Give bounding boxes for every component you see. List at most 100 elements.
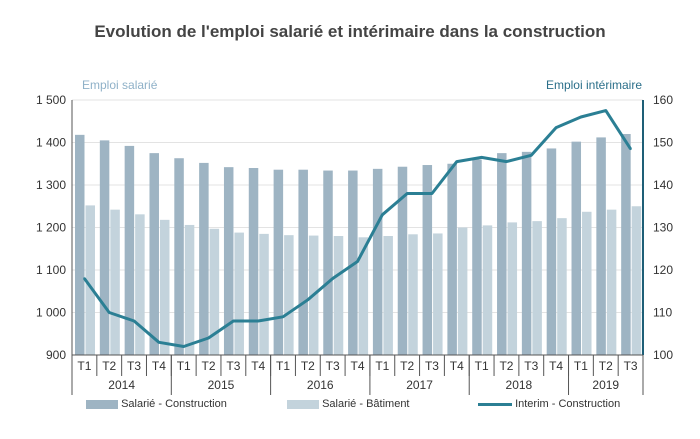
point-interim (331, 277, 334, 280)
x-tick-label: T3 (127, 359, 141, 373)
y-left-tick-label: 1 500 (36, 93, 66, 107)
point-interim (132, 319, 136, 323)
point-interim (281, 315, 285, 318)
x-tick-label: T2 (301, 359, 315, 373)
x-tick-label: T4 (450, 359, 464, 373)
bar-batiment (532, 221, 542, 355)
bar-batiment (408, 234, 418, 355)
bar-batiment (582, 211, 592, 355)
bar-batiment (383, 236, 393, 355)
point-interim (157, 341, 161, 344)
bar-batiment (433, 233, 443, 355)
y-left-tick-label: 1 000 (36, 306, 66, 320)
point-interim (579, 115, 583, 119)
y-right-tick-label: 150 (653, 136, 673, 150)
y-right-tick-label: 120 (653, 263, 673, 277)
bar-batiment (507, 222, 518, 355)
interim-line (83, 109, 632, 348)
x-tick-label: T1 (574, 359, 588, 373)
point-interim (182, 345, 185, 348)
point-interim (83, 277, 86, 280)
legend-label-construction: Salarié - Construction (121, 398, 227, 410)
point-interim (604, 109, 607, 112)
x-tick-label: T2 (599, 359, 613, 373)
x-tick-label: T1 (475, 359, 489, 373)
axes: 900 1 000 1 100 1 200 1 300 1 400 1 500 100 110 1… (36, 93, 673, 395)
bar-construction (149, 153, 159, 355)
year-label: 2015 (208, 378, 235, 392)
bar-batiment (209, 228, 220, 355)
bar-batiment (606, 209, 617, 355)
bar-batiment (631, 206, 642, 355)
bar-batiment (284, 235, 294, 355)
bar-construction (124, 145, 135, 355)
bars (75, 134, 642, 355)
bar-construction (75, 134, 85, 355)
bar-batiment (482, 225, 493, 355)
bar-batiment (234, 232, 244, 355)
y-right-tick-label: 130 (653, 221, 673, 235)
x-tick-label: T2 (400, 359, 414, 373)
point-interim (232, 319, 235, 323)
bar-construction (571, 141, 582, 355)
point-interim (629, 147, 632, 151)
bar-construction (397, 166, 408, 355)
y-right-tick-label: 140 (653, 178, 673, 192)
bar-construction (472, 159, 482, 355)
bar-construction (521, 151, 532, 355)
legend-swatch-construction (86, 399, 118, 409)
x-tick-label: T4 (549, 359, 563, 373)
bar-construction (199, 162, 209, 355)
x-tick-label: T1 (375, 359, 389, 373)
bar-batiment (557, 218, 567, 355)
bar-construction (174, 158, 184, 355)
y-left-tick-label: 1 400 (36, 136, 66, 150)
x-tick-label: T3 (326, 359, 340, 373)
bar-batiment (85, 205, 95, 355)
bar-construction (323, 170, 333, 355)
bar-construction (273, 169, 284, 355)
legend-construction: Salarié - Construction (86, 398, 227, 410)
year-label: 2019 (592, 378, 619, 392)
x-tick-label: T4 (251, 359, 265, 373)
y-left-tick-label: 900 (46, 348, 66, 362)
point-interim (306, 298, 310, 301)
point-interim (108, 311, 111, 314)
bar-construction (596, 137, 606, 355)
point-interim (530, 154, 533, 157)
legend-label-batiment: Salarié - Bâtiment (322, 398, 410, 410)
y-left-tick-label: 1 300 (36, 178, 66, 192)
x-tick-label: T3 (624, 359, 638, 373)
bar-construction (223, 167, 234, 355)
year-label: 2018 (506, 378, 533, 392)
bar-batiment (333, 236, 344, 355)
bar-batiment (457, 227, 468, 355)
bar-batiment (358, 237, 369, 355)
bar-batiment (259, 233, 269, 355)
x-tick-label: T4 (152, 359, 166, 373)
y-right-tick-label: 110 (653, 306, 672, 320)
legend-swatch-batiment (287, 399, 319, 409)
x-tick-label: T2 (102, 359, 116, 373)
x-tick-label: T3 (425, 359, 439, 373)
y-right-tick-label: 160 (653, 93, 673, 107)
point-interim (356, 260, 359, 263)
point-interim (430, 192, 434, 195)
bar-batiment (135, 214, 145, 355)
x-tick-label: T3 (226, 359, 240, 373)
x-tick-label: T1 (77, 359, 91, 373)
bar-construction (298, 169, 308, 355)
bar-batiment (110, 209, 120, 355)
bar-construction (248, 168, 259, 355)
x-tick-label: T2 (499, 359, 513, 373)
year-label: 2017 (406, 378, 433, 392)
bar-construction (497, 153, 507, 355)
bar-construction (422, 165, 433, 355)
y-right-tick-label: 100 (653, 348, 673, 362)
year-label: 2016 (307, 378, 334, 392)
point-interim (455, 160, 459, 163)
left-axis-title: Emploi salarié (82, 78, 158, 92)
point-interim (256, 319, 260, 323)
bar-batiment (184, 224, 195, 355)
